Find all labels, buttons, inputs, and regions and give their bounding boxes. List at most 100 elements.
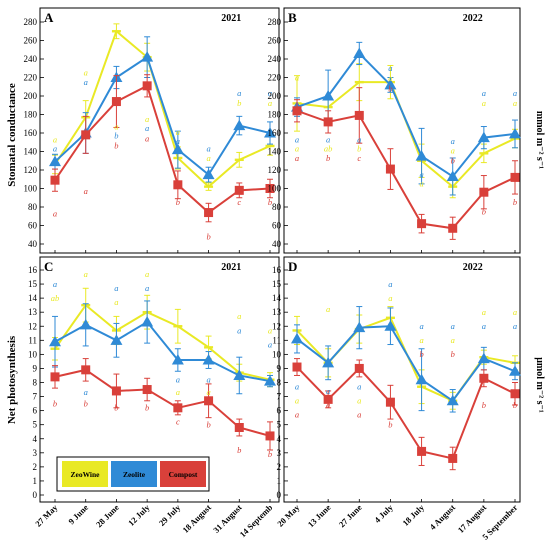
- panel-a: A 2021 40 60 80 100 120 140 160 180 200 220 240 260 28…: [24, 7, 280, 254]
- marker-triangle: [509, 127, 521, 139]
- panel-b: B 2022 40 60 80 100 120 140 160 180 200 220 240 260 28…: [268, 7, 521, 254]
- marker-triangle: [322, 356, 335, 368]
- marker-triangle: [141, 51, 154, 62]
- series-compost: [292, 358, 520, 471]
- significance-letter: a: [84, 68, 88, 78]
- series-line: [54, 55, 271, 177]
- marker-triangle: [110, 334, 123, 345]
- significance-letter: b: [388, 420, 392, 430]
- significance-letter: a: [295, 72, 299, 82]
- y-tick-label: 200: [268, 91, 282, 101]
- significance-letter: b: [145, 403, 149, 413]
- significance-letter: a: [513, 98, 517, 108]
- marker-triangle: [477, 131, 490, 143]
- marker-dash: [204, 346, 214, 349]
- x-tick-label: 28 June: [94, 502, 121, 529]
- legend-label: Compost: [169, 470, 198, 479]
- significance-letter: b: [237, 98, 241, 108]
- significance-letter: a: [237, 311, 241, 321]
- x-tick-label: 14 Septemb: [237, 502, 274, 539]
- y-tick-label: 9: [33, 363, 38, 373]
- marker-square: [173, 180, 183, 190]
- marker-square: [265, 431, 275, 441]
- x-tick-label: 4 July: [372, 502, 395, 525]
- marker-square: [142, 385, 152, 395]
- marker-triangle: [264, 127, 276, 138]
- significance-letter: a: [482, 98, 486, 108]
- y-tick-label: 100: [24, 184, 38, 194]
- significance-letter: b: [326, 153, 330, 163]
- y-tick-label: 14: [28, 293, 38, 303]
- significance-letter: c: [176, 417, 180, 427]
- y-tick-label: 1: [277, 476, 282, 486]
- marker-dash: [204, 185, 214, 188]
- marker-triangle: [141, 316, 154, 327]
- series-line: [296, 366, 516, 460]
- y-tick-label: 120: [268, 165, 282, 175]
- significance-letter: a: [295, 396, 299, 406]
- significance-letter: a: [295, 153, 299, 163]
- y-tick-label: 220: [268, 73, 282, 83]
- significance-letter: b: [482, 400, 486, 410]
- significance-letter: a: [114, 283, 118, 293]
- significance-letter: a: [114, 297, 118, 307]
- y-tick-label: 14: [272, 293, 282, 303]
- marker-triangle: [353, 321, 366, 333]
- y-tick-label: 13: [272, 307, 282, 317]
- marker-triangle: [49, 335, 61, 347]
- significance-letter: b: [84, 398, 88, 408]
- panel-year: 2022: [463, 262, 483, 273]
- significance-letter: a: [176, 127, 180, 137]
- marker-square: [234, 423, 244, 432]
- marker-dash: [234, 158, 244, 162]
- significance-letter: b: [357, 144, 361, 154]
- marker-square: [81, 365, 91, 375]
- panel-frame: [39, 256, 280, 503]
- y-tick-label: 7: [33, 392, 38, 402]
- marker-triangle: [384, 320, 397, 331]
- significance-letter: a: [357, 382, 361, 392]
- significance-letter: b: [206, 420, 210, 430]
- significance-letter: a: [513, 307, 517, 317]
- significance-letter: a: [53, 279, 57, 289]
- y-tick-label: 140: [268, 147, 282, 157]
- significance-letter: a: [176, 387, 180, 397]
- y-tick-label: 9: [277, 363, 282, 373]
- significance-letter: a: [206, 387, 210, 397]
- marker-triangle: [291, 332, 303, 344]
- y-tick-label: 12: [272, 321, 281, 331]
- marker-square: [417, 446, 427, 456]
- marker-square: [173, 403, 183, 413]
- significance-letter: a: [145, 123, 149, 133]
- marker-square: [234, 185, 244, 195]
- series-zeolite: [291, 306, 521, 413]
- series-line: [296, 325, 516, 403]
- series-line: [54, 29, 271, 188]
- marker-triangle: [233, 369, 246, 380]
- marker-square: [479, 373, 489, 383]
- significance-letter: a: [419, 179, 423, 189]
- legend-swatch-compost: [160, 461, 206, 487]
- panel-frame: [39, 7, 280, 254]
- marker-square: [510, 172, 520, 182]
- y-tick-label: 15: [272, 279, 282, 289]
- unit-label-conductance: mmol m⁻² s⁻¹: [534, 111, 545, 169]
- y-tick-label: 8: [277, 378, 282, 388]
- marker-square: [142, 81, 152, 91]
- significance-letter: a: [145, 283, 149, 293]
- y-tick-label: 16: [272, 265, 282, 275]
- marker-triangle: [477, 352, 490, 364]
- significance-letter: a: [451, 136, 455, 146]
- significance-letter: a: [206, 144, 210, 154]
- y-tick-label: 200: [24, 91, 38, 101]
- marker-triangle: [415, 150, 428, 161]
- x-tick-label: 12 July: [126, 502, 152, 528]
- y-tick-label: 40: [28, 239, 38, 249]
- y-title-stomatal: Stomatal conductance: [6, 83, 18, 187]
- significance-letter: a: [388, 73, 392, 83]
- x-tick-label: 4 August: [428, 502, 458, 532]
- significance-letter: a: [451, 145, 455, 155]
- y-tick-label: 2: [277, 462, 282, 472]
- y-tick-label: 80: [272, 202, 282, 212]
- y-tick-label: 120: [24, 165, 38, 175]
